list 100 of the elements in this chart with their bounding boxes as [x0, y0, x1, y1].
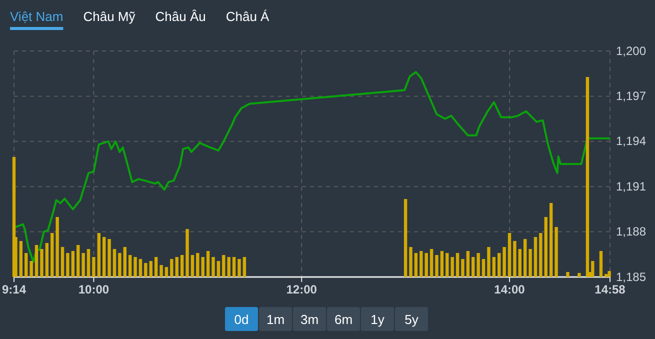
bar	[608, 271, 611, 277]
bar	[518, 249, 522, 277]
period-button: 5y	[395, 307, 428, 331]
bar	[238, 259, 241, 277]
bar	[108, 239, 111, 277]
bar	[492, 257, 496, 277]
bar	[102, 237, 106, 277]
bar	[227, 257, 230, 277]
bar	[440, 251, 444, 277]
bar	[45, 243, 49, 277]
period-button: 3m	[293, 307, 326, 331]
bar	[216, 261, 220, 277]
x-tick-label: 9:14	[2, 282, 26, 297]
bar	[19, 241, 23, 277]
x-tick-label: 12:00	[286, 282, 318, 297]
bar	[554, 227, 558, 277]
bar	[160, 265, 163, 277]
bar	[502, 247, 506, 277]
bar	[566, 272, 570, 277]
period-button: 6m	[327, 307, 360, 331]
bar	[86, 249, 90, 277]
text: Châu Mỹ	[83, 9, 136, 24]
bar	[586, 77, 590, 277]
bar	[40, 249, 44, 277]
bar	[476, 253, 480, 277]
bar	[24, 253, 28, 277]
text: Châu Âu	[155, 9, 206, 24]
x-tick-label: 14:00	[494, 282, 526, 297]
bar	[154, 257, 158, 277]
bar	[71, 251, 75, 277]
bar	[196, 253, 200, 277]
period-button: 1m	[259, 307, 292, 331]
bar	[175, 257, 178, 277]
x-tick-label: 10:00	[78, 282, 110, 297]
bar	[186, 229, 189, 277]
bar	[60, 247, 64, 277]
bar	[404, 199, 408, 277]
bar	[30, 261, 33, 277]
period-button: 1y	[361, 307, 394, 331]
bar	[461, 259, 464, 277]
bar	[528, 249, 532, 277]
y-tick-label: 1,200	[616, 44, 646, 58]
bar	[138, 259, 142, 277]
bar	[123, 247, 126, 277]
bar	[201, 257, 204, 277]
bar	[50, 233, 54, 277]
bar	[76, 245, 80, 277]
bar	[222, 255, 226, 277]
bar	[170, 259, 174, 277]
bar	[524, 239, 527, 277]
bar	[414, 253, 418, 277]
bar	[498, 253, 501, 277]
bar	[472, 257, 475, 277]
bar	[134, 257, 137, 277]
bar	[34, 245, 38, 277]
bar	[242, 257, 246, 277]
period-button: 0d	[225, 307, 258, 331]
bar	[599, 251, 603, 277]
bar	[578, 273, 581, 277]
bar	[435, 255, 438, 277]
bar	[212, 257, 215, 277]
bar	[206, 251, 210, 277]
y-tick-label: 1,197	[616, 89, 646, 104]
bar	[446, 253, 449, 277]
bar	[232, 257, 236, 277]
bar	[112, 249, 116, 277]
bar	[487, 247, 490, 277]
bar	[66, 253, 70, 277]
x-tick-label: 14:58	[594, 282, 626, 297]
bar	[424, 253, 428, 277]
bar	[420, 251, 423, 277]
bar	[534, 237, 538, 277]
bar	[508, 233, 512, 277]
bar	[144, 263, 148, 277]
y-tick-label: 1,191	[616, 179, 646, 194]
y-tick-label: 1,194	[616, 134, 646, 148]
bar	[430, 249, 434, 277]
bar	[128, 255, 132, 277]
bar	[409, 247, 412, 277]
bar	[190, 255, 194, 277]
bar	[591, 261, 594, 277]
bar	[450, 257, 454, 277]
y-tick-label: 1,188	[616, 224, 646, 239]
bar	[544, 217, 548, 277]
bar	[482, 259, 486, 277]
bar	[97, 233, 100, 277]
bar	[466, 251, 470, 277]
bar	[164, 267, 168, 277]
bar	[82, 253, 85, 277]
bar	[549, 203, 553, 277]
y-tick-label: 1,185	[616, 270, 646, 284]
text: Châu Á	[226, 9, 270, 24]
bar	[513, 241, 516, 277]
bar	[604, 274, 608, 277]
bar	[180, 255, 184, 277]
bar	[539, 233, 542, 277]
bar	[149, 261, 152, 277]
bar	[118, 253, 122, 277]
bar	[456, 253, 460, 277]
bar	[92, 257, 96, 277]
